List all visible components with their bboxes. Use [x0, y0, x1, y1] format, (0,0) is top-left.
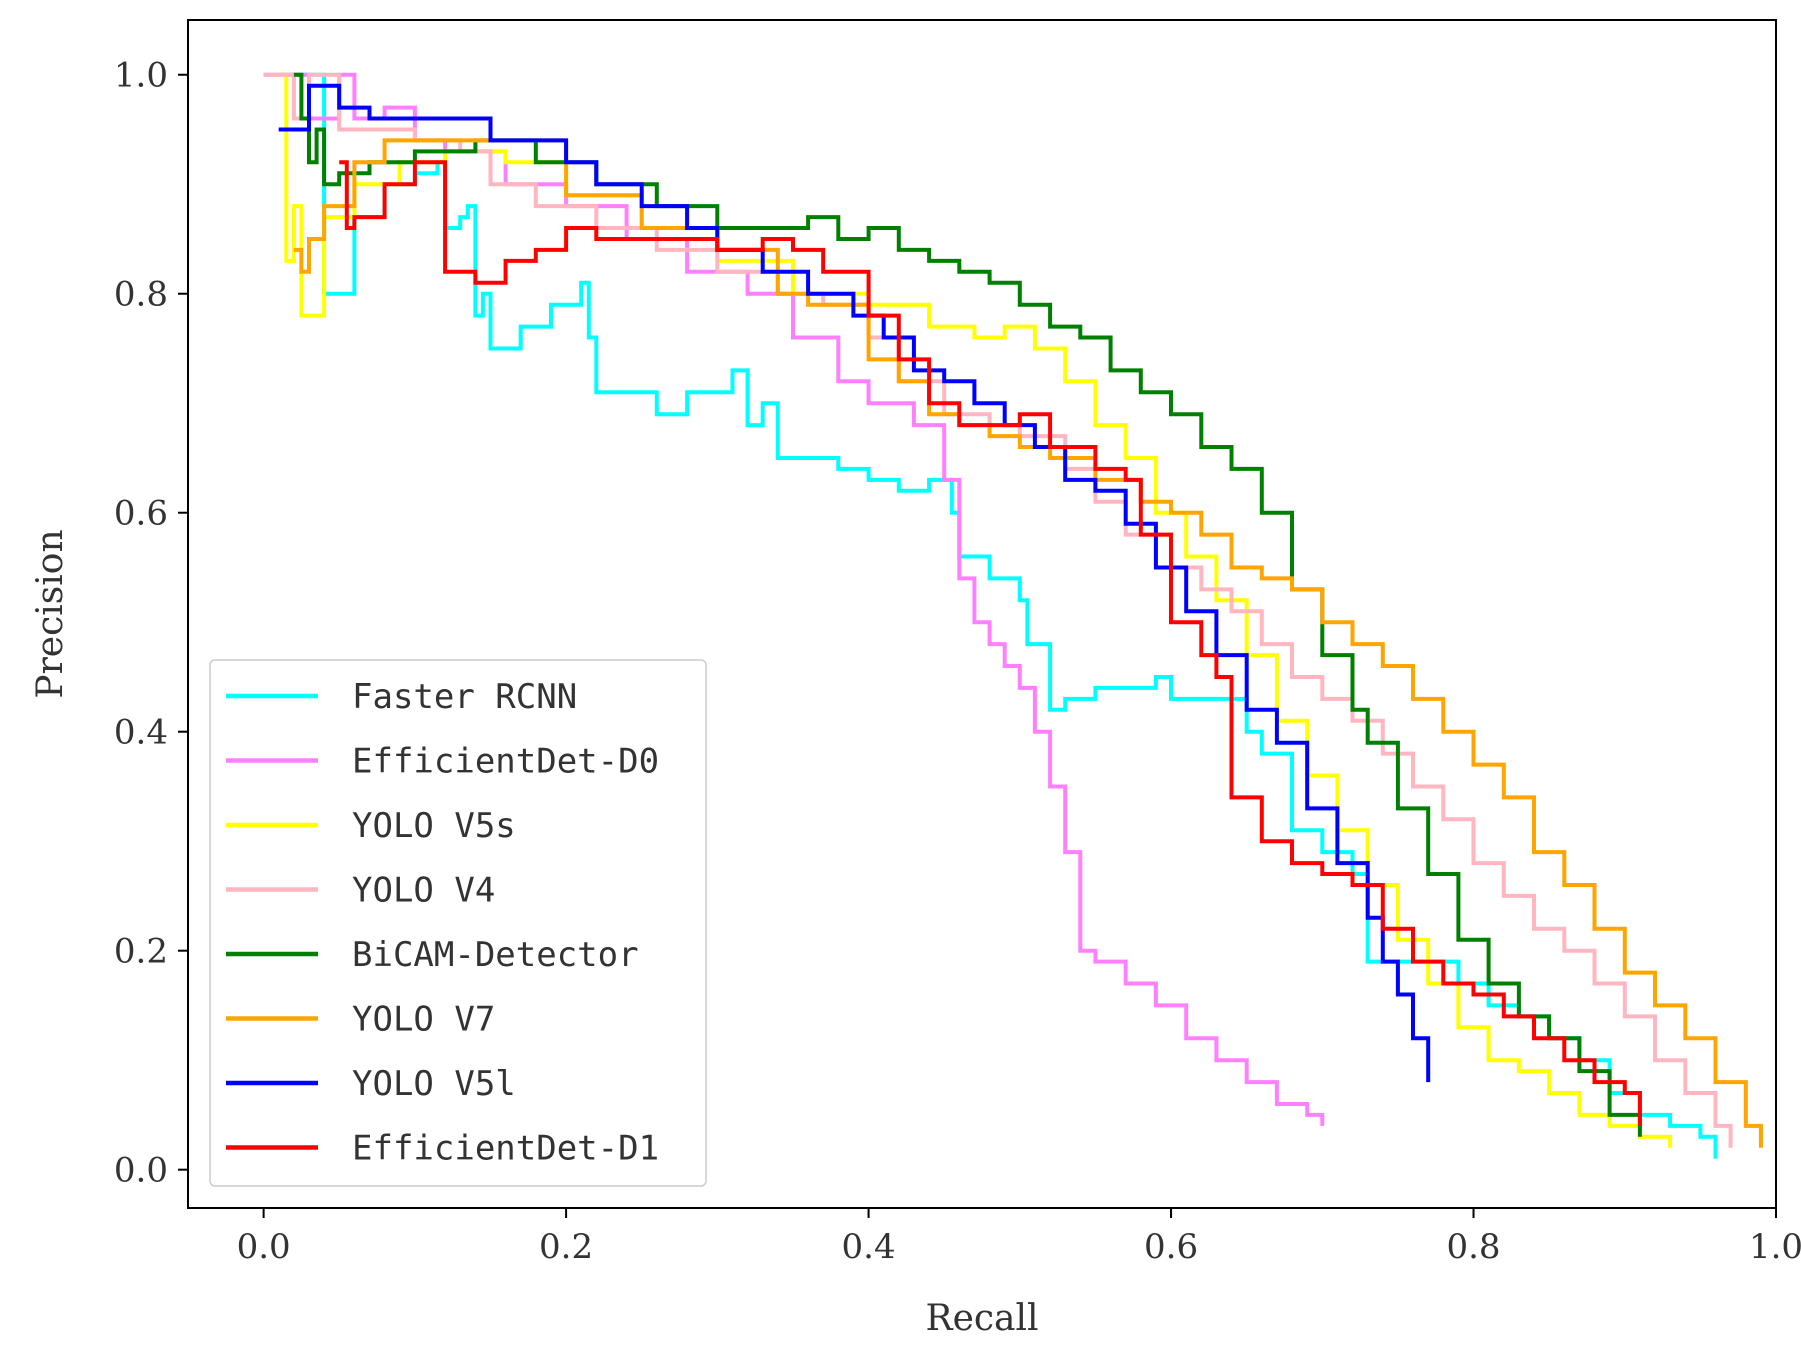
legend-box	[209, 659, 707, 1187]
x-tick-label: 0.6	[1144, 1227, 1198, 1267]
x-tick-label: 1.0	[1749, 1227, 1801, 1267]
y-axis-title: Precision	[30, 529, 71, 698]
plot-frame	[187, 19, 1777, 1209]
y-tick-label: 0.0	[114, 1151, 168, 1191]
legend-label-yolo-v4: YOLO V4	[352, 871, 495, 911]
legend-label-efficientdet-d0: EfficientDet-D0	[352, 742, 659, 782]
x-tick-label: 0.8	[1446, 1227, 1500, 1267]
x-axis: 0.0 0.2 0.4 0.6 0.8 1.0	[237, 1208, 1801, 1267]
x-axis-title: Recall	[925, 1298, 1038, 1339]
series-line-faster-rcnn	[278, 72, 1718, 1159]
series-line-bicam-detector	[293, 72, 1642, 1137]
x-tick-label: 0.0	[237, 1227, 291, 1267]
series-line-yolo-v7	[293, 138, 1763, 1148]
legend-label-yolo-v5l: YOLO V5l	[352, 1064, 516, 1104]
y-tick-label: 0.2	[114, 932, 168, 972]
legend-label-efficientdet-d1: EfficientDet-D1	[352, 1129, 659, 1169]
y-tick-label: 0.8	[114, 275, 168, 315]
legend-label-yolo-v5s: YOLO V5s	[352, 806, 516, 846]
legend-label-bicam-detector: BiCAM-Detector	[352, 935, 639, 975]
y-tick-label: 1.0	[114, 56, 168, 96]
series-line-yolo-v5l	[278, 83, 1431, 1083]
y-tick-label: 0.4	[114, 713, 168, 753]
y-tick-label: 0.6	[114, 494, 168, 534]
legend-label-faster-rcnn: Faster RCNN	[352, 677, 577, 717]
y-axis: 0.0 0.2 0.4 0.6 0.8 1.0	[114, 56, 188, 1191]
series-layer	[263, 72, 1763, 1159]
legend-label-yolo-v7: YOLO V7	[352, 1000, 495, 1040]
x-tick-label: 0.4	[842, 1227, 896, 1267]
legend: Faster RCNN EfficientDet-D0 YOLO V5s YOLO V…	[209, 659, 707, 1187]
series-line-efficientdet-d1	[339, 160, 1642, 1126]
x-tick-label: 0.2	[539, 1227, 593, 1267]
